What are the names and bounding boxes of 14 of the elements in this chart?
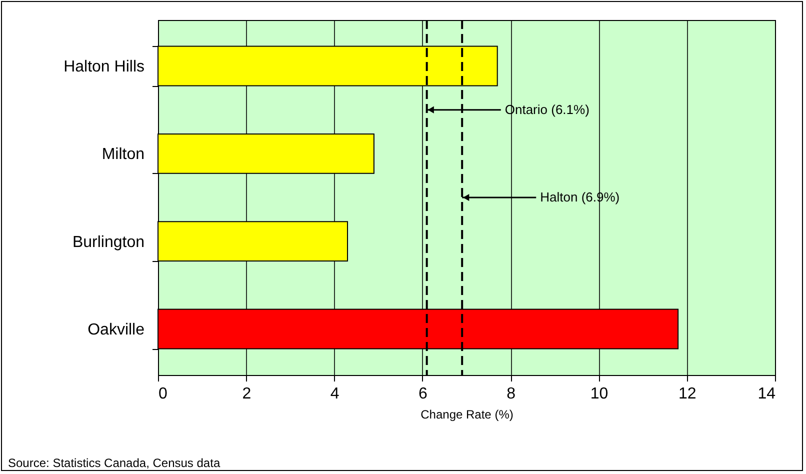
- x-tick-label: 0: [158, 386, 168, 402]
- x-tick-label: 6: [418, 386, 428, 402]
- x-tick-label: 12: [678, 386, 696, 402]
- x-tick-label: 4: [330, 386, 340, 402]
- x-axis-title: Change Rate (%): [420, 408, 514, 422]
- y-tick-label: Milton: [102, 146, 144, 164]
- x-tick-label: 2: [242, 386, 252, 402]
- y-tick-label: Burlington: [72, 234, 144, 251]
- y-tick-label: Oakville: [88, 321, 145, 338]
- x-tick-label: 10: [590, 386, 608, 402]
- x-tick-label: 8: [506, 386, 516, 402]
- y-tick-label: Halton Hills: [64, 58, 144, 76]
- source-note: Source: Statistics Canada, Census data: [8, 456, 220, 470]
- x-tick-label: 14: [758, 386, 776, 402]
